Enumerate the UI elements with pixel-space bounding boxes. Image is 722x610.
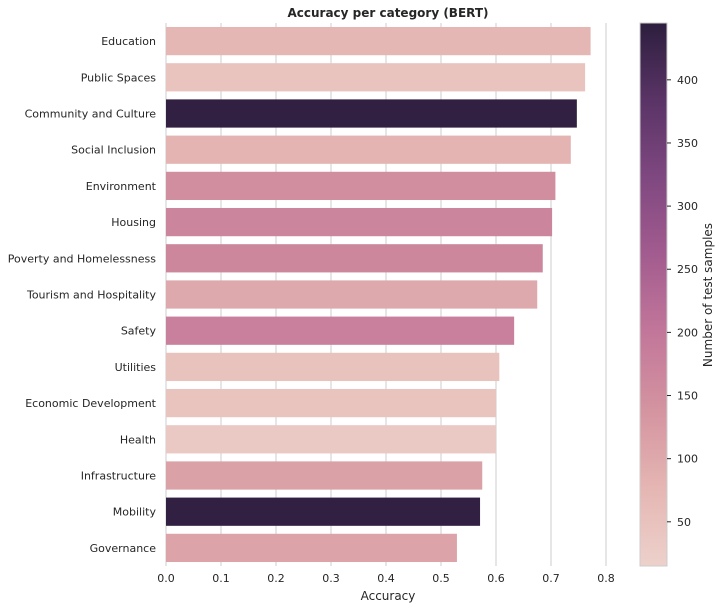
- bars: [166, 26, 591, 563]
- category-label: Public Spaces: [81, 71, 157, 84]
- x-tick-label: 0.3: [322, 572, 340, 585]
- category-labels: Education Public Spaces Community and Cult…: [8, 35, 157, 555]
- bar: [166, 244, 543, 273]
- colorbar-tick-label: 100: [677, 453, 698, 466]
- category-label: Social Inclusion: [71, 144, 156, 157]
- x-tick-label: 0.8: [597, 572, 615, 585]
- colorbar-tick-label: 200: [677, 326, 698, 339]
- bar: [166, 135, 571, 164]
- colorbar-tick-label: 300: [677, 200, 698, 213]
- category-label: Health: [120, 433, 156, 446]
- colorbar-ticks: 50 100 150 200 250 300 350 400: [667, 74, 698, 529]
- x-tick-label: 0.6: [487, 572, 505, 585]
- x-tick-label: 0.4: [377, 572, 395, 585]
- x-tick-label: 0.7: [542, 572, 560, 585]
- bar: [166, 63, 586, 92]
- bar: [166, 280, 538, 309]
- category-label: Safety: [121, 325, 157, 338]
- bar: [166, 171, 556, 201]
- category-label: Utilities: [115, 361, 157, 374]
- bar: [166, 461, 483, 490]
- x-tick-label: 0.5: [432, 572, 450, 585]
- category-label: Infrastructure: [81, 470, 157, 483]
- x-tick-label: 0.1: [212, 572, 230, 585]
- bar: [166, 388, 496, 418]
- chart-title: Accuracy per category (BERT): [287, 6, 488, 20]
- colorbar-title: Number of test samples: [701, 223, 715, 367]
- colorbar-tick-label: 50: [677, 516, 691, 529]
- x-tick-label: 0.0: [157, 572, 175, 585]
- category-label: Poverty and Homelessness: [8, 252, 157, 265]
- bar: [166, 533, 457, 563]
- bar: [166, 497, 481, 526]
- colorbar-tick-label: 150: [677, 390, 698, 403]
- category-label: Housing: [111, 216, 156, 229]
- colorbar-gradient: [639, 22, 668, 567]
- category-label: Economic Development: [25, 397, 156, 410]
- bar: [166, 316, 515, 345]
- category-label: Tourism and Hospitality: [26, 289, 157, 302]
- x-axis-title: Accuracy: [361, 589, 416, 603]
- bar: [166, 99, 577, 128]
- colorbar-tick-label: 250: [677, 263, 698, 276]
- bar: [166, 26, 591, 56]
- x-tick-label: 0.2: [267, 572, 285, 585]
- bar: [166, 352, 500, 382]
- x-axis-ticks: 0.0 0.1 0.2 0.3 0.4 0.5 0.6 0.7 0.8: [157, 572, 615, 585]
- colorbar-tick-label: 350: [677, 137, 698, 150]
- category-label: Governance: [90, 542, 157, 555]
- category-label: Environment: [86, 180, 157, 193]
- bar: [166, 207, 553, 237]
- colorbar: 50 100 150 200 250 300 350 400 Number of test s…: [639, 22, 715, 567]
- category-label: Mobility: [113, 506, 157, 519]
- category-label: Education: [101, 35, 156, 48]
- bar: [166, 425, 496, 454]
- category-label: Community and Culture: [25, 108, 157, 121]
- colorbar-tick-label: 400: [677, 74, 698, 87]
